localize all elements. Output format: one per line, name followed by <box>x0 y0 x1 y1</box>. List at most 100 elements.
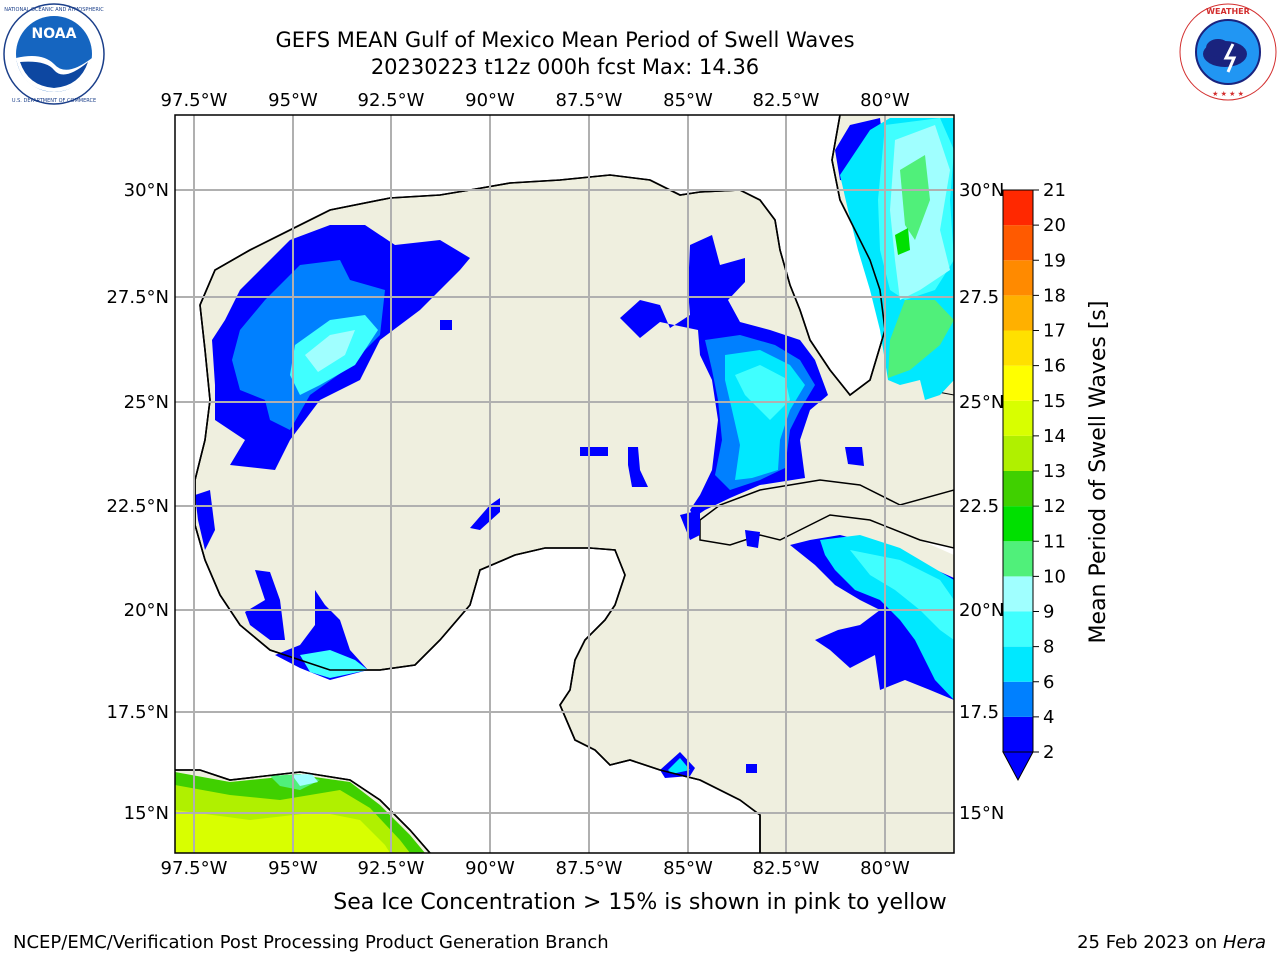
lat-label-left: 27.5°N <box>106 287 169 308</box>
lon-label-top: 85°W <box>663 90 713 111</box>
swell-region-31 <box>746 764 757 773</box>
lon-label-top: 95°W <box>268 90 318 111</box>
lon-label-top: 87.5°W <box>556 90 623 111</box>
lon-label-bottom: 85°W <box>663 858 713 879</box>
swell-region-3 <box>305 330 355 372</box>
colorbar-segment <box>1003 541 1033 577</box>
colorbar-segment <box>1003 330 1033 366</box>
colorbar-tick-label: 15 <box>1043 391 1066 412</box>
colorbar-tick-label: 4 <box>1043 707 1054 728</box>
swell-region-23 <box>888 300 954 378</box>
lat-label-left: 22.5°N <box>106 496 169 517</box>
swell-region-8 <box>580 447 608 456</box>
swell-region-28 <box>680 510 700 540</box>
colorbar-tick-label: 8 <box>1043 637 1054 658</box>
swell-region-11 <box>440 320 452 330</box>
swell-region-26 <box>850 550 954 640</box>
lat-label-left: 20°N <box>124 600 169 621</box>
lon-label-bottom: 90°W <box>465 858 515 879</box>
lon-label-bottom: 95°W <box>268 858 318 879</box>
lon-label-bottom: 82.5°W <box>753 858 820 879</box>
svg-text:NATIONAL OCEANIC AND ATMOSPHER: NATIONAL OCEANIC AND ATMOSPHERIC <box>4 7 104 13</box>
colorbar-tick-label: 11 <box>1043 531 1066 552</box>
noaa-logo: NOAA NATIONAL OCEANIC AND ATMOSPHERIC U.… <box>3 3 105 105</box>
colorbar-tick-label: 20 <box>1043 215 1066 236</box>
latitude-labels-left: 30°N 27.5°N 25°N 22.5°N 20°N 17.5°N 15°N <box>106 180 169 824</box>
colorbar: 2 4 6 8 9 10 11 12 13 14 15 16 17 18 19 20 21 <box>1002 180 1066 782</box>
swell-region-15 <box>735 365 790 420</box>
lat-label-right: 22.5 <box>959 496 999 517</box>
noaa-logo-text: NOAA <box>32 26 77 42</box>
colorbar-segment <box>1003 365 1033 401</box>
chart-title: GEFS MEAN Gulf of Mexico Mean Period of … <box>275 28 855 52</box>
swell-period-contours <box>195 118 954 778</box>
colorbar-segment <box>1003 681 1033 717</box>
lon-label-top: 90°W <box>465 90 515 111</box>
colorbar-tick-label: 9 <box>1043 602 1054 623</box>
lon-label-top: 97.5°W <box>161 90 228 111</box>
lat-label-left: 17.5°N <box>106 702 169 723</box>
nws-logo: WEATHER ★ ★ ★ ★ <box>1179 3 1277 101</box>
lat-lon-grid <box>175 115 954 853</box>
colorbar-tick-label: 6 <box>1043 672 1054 693</box>
lat-label-right: 30°N <box>959 180 1004 201</box>
colorbar-segment <box>1003 260 1033 296</box>
lon-label-bottom: 92.5°W <box>358 858 425 879</box>
swell-region-21 <box>900 155 930 240</box>
colorbar-segment <box>1003 295 1033 331</box>
colorbar-tick-label: 21 <box>1043 180 1066 201</box>
lat-label-left: 30°N <box>124 180 169 201</box>
lat-label-left: 25°N <box>124 392 169 413</box>
colorbar-tick-label: 10 <box>1043 566 1066 587</box>
longitude-labels-top: 97.5°W 95°W 92.5°W 90°W 87.5°W 85°W 82.5°W 80°W <box>161 90 910 111</box>
colorbar-tick-label: 2 <box>1043 742 1054 763</box>
swell-region-30 <box>668 758 690 774</box>
swell-region-27 <box>745 530 760 548</box>
colorbar-segment <box>1003 190 1033 226</box>
colorbar-label: Mean Period of Swell Waves [s] <box>1086 301 1111 644</box>
lon-label-bottom: 80°W <box>860 858 910 879</box>
chart-subtitle: 20230223 t12z 000h fcst Max: 14.36 <box>370 55 760 79</box>
svg-text:U.S. DEPARTMENT OF COMMERCE: U.S. DEPARTMENT OF COMMERCE <box>12 98 96 104</box>
colorbar-segment <box>1003 471 1033 507</box>
colorbar-tick-label: 17 <box>1043 321 1066 342</box>
lat-label-right: 15°N <box>959 803 1004 824</box>
swell-region-5 <box>245 570 285 640</box>
colorbar-segment <box>1003 716 1033 752</box>
colorbar-segment <box>1003 225 1033 261</box>
lat-label-right: 25°N <box>959 392 1004 413</box>
swell-region-9 <box>628 447 648 487</box>
footer-right: 25 Feb 2023 on Hera <box>1077 932 1266 953</box>
lon-label-top: 82.5°W <box>753 90 820 111</box>
colorbar-tick-label: 16 <box>1043 356 1066 377</box>
lat-label-right: 27.5 <box>959 287 999 308</box>
latitude-labels-right: 30°N 27.5 25°N 22.5 20°N 17.5 15°N <box>959 180 1004 824</box>
swell-region-7 <box>300 650 368 678</box>
colorbar-segment <box>1003 435 1033 471</box>
lon-label-top: 92.5°W <box>358 90 425 111</box>
colorbar-segment <box>1003 611 1033 647</box>
colorbar-tick-label: 12 <box>1043 496 1066 517</box>
footer-left: NCEP/EMC/Verification Post Processing Pr… <box>13 932 609 953</box>
colorbar-tick-label: 13 <box>1043 461 1066 482</box>
colorbar-segment <box>1003 506 1033 542</box>
lon-label-top: 80°W <box>860 90 910 111</box>
lon-label-bottom: 97.5°W <box>161 858 228 879</box>
footer-host: Hera <box>1222 932 1266 953</box>
lat-label-right: 17.5 <box>959 702 999 723</box>
colorbar-tick-label: 14 <box>1043 426 1066 447</box>
lat-label-right: 20°N <box>959 600 1004 621</box>
longitude-labels-bottom: 97.5°W 95°W 92.5°W 90°W 87.5°W 85°W 82.5°W 80°W <box>161 858 910 879</box>
lon-label-bottom: 87.5°W <box>556 858 623 879</box>
colorbar-segment <box>1003 400 1033 436</box>
svg-text:★ ★ ★ ★: ★ ★ ★ ★ <box>1212 90 1244 98</box>
colorbar-segment <box>1003 576 1033 612</box>
sea-ice-caption: Sea Ice Concentration > 15% is shown in … <box>333 890 947 915</box>
svg-text:WEATHER: WEATHER <box>1206 7 1250 16</box>
colorbar-underflow-arrow <box>1002 751 1034 782</box>
colorbar-tick-label: 19 <box>1043 250 1066 271</box>
swell-region-22 <box>895 228 910 255</box>
map-frame <box>174 114 955 854</box>
lat-label-left: 15°N <box>124 803 169 824</box>
